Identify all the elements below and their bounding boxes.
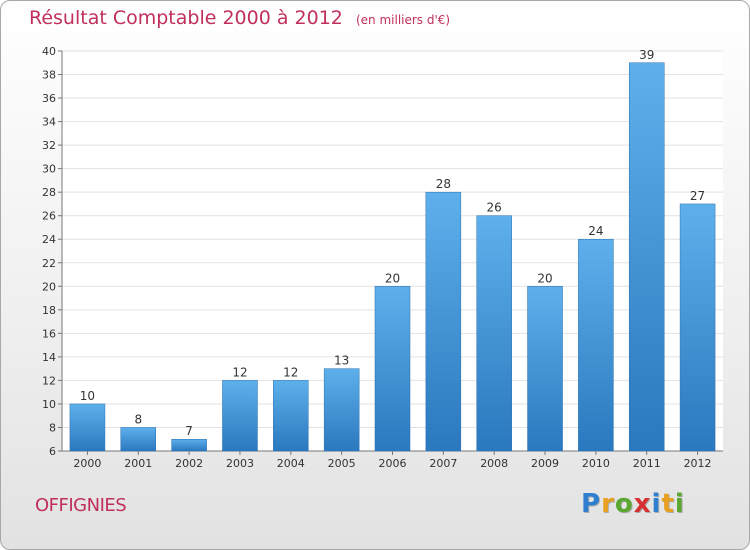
logo-letter: t: [661, 489, 675, 519]
bar: [476, 215, 512, 452]
y-tick-label: 40: [42, 45, 56, 58]
x-tick-label: 2011: [633, 457, 661, 470]
y-tick-label: 16: [42, 327, 56, 340]
y-tick-label: 28: [42, 186, 56, 199]
bar: [323, 368, 360, 452]
bar-value-label: 10: [80, 389, 95, 403]
y-tick-label: 30: [42, 163, 56, 176]
bar-value-label: 26: [487, 201, 502, 215]
logo-letter: P: [581, 489, 602, 519]
bar-value-label: 13: [334, 354, 349, 368]
x-tick-label: 2000: [73, 457, 101, 470]
y-tick-label: 12: [42, 374, 56, 387]
bar: [374, 286, 411, 452]
x-tick-label: 2012: [684, 457, 712, 470]
x-tick-label: 2009: [531, 457, 559, 470]
bar-value-label: 12: [283, 365, 298, 379]
x-tick-label: 2002: [175, 457, 203, 470]
bar: [527, 286, 563, 452]
x-tick-label: 2010: [582, 457, 610, 470]
bar: [628, 62, 665, 452]
bar-value-label: 27: [690, 189, 705, 203]
chart-title-block: Résultat Comptable 2000 à 2012 (en milli…: [29, 7, 450, 29]
y-tick-label: 26: [42, 210, 56, 223]
y-tick-label: 24: [42, 233, 56, 246]
bar: [120, 427, 157, 452]
y-tick-label: 8: [49, 421, 56, 434]
y-tick-label: 20: [42, 280, 56, 293]
bar-value-label: 28: [436, 177, 451, 191]
bar: [222, 380, 258, 452]
y-tick-label: 34: [42, 116, 56, 129]
x-tick-label: 2008: [480, 457, 508, 470]
chart-title: Résultat Comptable 2000 à 2012: [29, 7, 343, 29]
x-tick-label: 2004: [277, 457, 305, 470]
logo-letter: r: [601, 489, 615, 519]
y-tick-label: 38: [42, 69, 56, 82]
bar: [273, 380, 309, 452]
logo-letter: i: [674, 489, 685, 519]
bar-value-label: 39: [639, 48, 654, 62]
bar-value-label: 8: [134, 412, 142, 426]
x-tick-label: 2007: [429, 457, 457, 470]
x-tick-label: 2001: [124, 457, 152, 470]
bar: [578, 238, 614, 452]
y-tick-label: 18: [42, 304, 56, 317]
bar-value-label: 24: [588, 224, 603, 238]
bar-value-label: 20: [537, 271, 552, 285]
y-tick-label: 36: [42, 92, 56, 105]
logo-letter: i: [651, 489, 662, 519]
chart-unit-note: (en milliers d'€): [355, 13, 451, 27]
logo-letter: o: [614, 489, 634, 519]
proxiti-logo: Proxiti: [581, 489, 685, 519]
y-tick-label: 22: [42, 257, 56, 270]
y-tick-label: 32: [42, 139, 56, 152]
x-tick-label: 2005: [328, 457, 356, 470]
x-tick-label: 2003: [226, 457, 254, 470]
bar-value-label: 7: [185, 424, 193, 438]
bar: [171, 438, 207, 452]
bar: [679, 203, 716, 452]
commune-name: OFFIGNIES: [35, 495, 127, 516]
x-tick-label: 2006: [379, 457, 407, 470]
bar-value-label: 20: [385, 271, 400, 285]
y-tick-label: 10: [42, 398, 56, 411]
logo-letter: x: [633, 489, 652, 519]
y-tick-label: 14: [42, 351, 56, 364]
y-tick-label: 6: [49, 445, 56, 458]
bar: [69, 403, 106, 452]
bar: [425, 191, 462, 452]
bar-value-label: 12: [232, 365, 247, 379]
